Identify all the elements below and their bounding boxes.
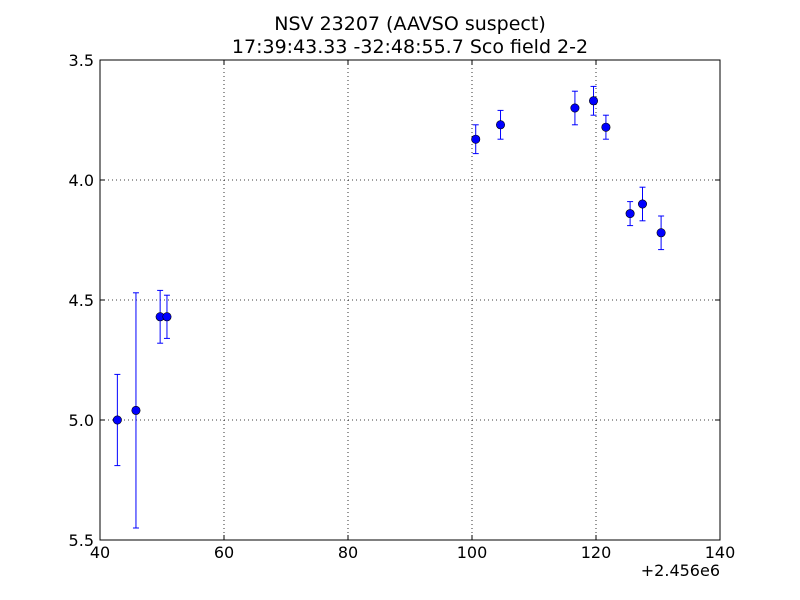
axis-ticks: 40 60 80 100 120 140 3.5 4.0 4.5 5.0 5.5	[69, 51, 736, 562]
chart-title-line-2: 17:39:43.33 -32:48:55.7 Sco field 2-2	[232, 36, 588, 58]
data-point	[601, 122, 611, 132]
x-tick-label: 100	[457, 543, 488, 562]
data-point	[570, 103, 580, 113]
data-point	[112, 415, 122, 425]
grid	[100, 60, 720, 540]
x-tick-label: 60	[214, 543, 234, 562]
x-tick-label: 40	[90, 543, 110, 562]
y-tick-label: 3.5	[69, 51, 94, 70]
y-tick-label: 5.5	[69, 531, 94, 550]
y-tick-label: 4.5	[69, 291, 94, 310]
x-tick-label: 140	[705, 543, 736, 562]
y-tick-label: 4.0	[69, 171, 94, 190]
data-point	[471, 134, 481, 144]
data-point	[589, 96, 599, 106]
x-tick-label: 120	[581, 543, 612, 562]
data-point	[131, 405, 141, 415]
data-point	[625, 209, 635, 219]
data-series	[112, 85, 666, 529]
y-tick-label: 5.0	[69, 411, 94, 430]
x-tick-label: 80	[338, 543, 358, 562]
data-point	[496, 120, 506, 130]
x-offset-label: +2.456e6	[641, 561, 720, 580]
chart-title-line-1: NSV 23207 (AAVSO suspect)	[274, 13, 545, 35]
data-point	[162, 312, 172, 322]
data-point	[656, 228, 666, 238]
data-point	[637, 199, 647, 209]
